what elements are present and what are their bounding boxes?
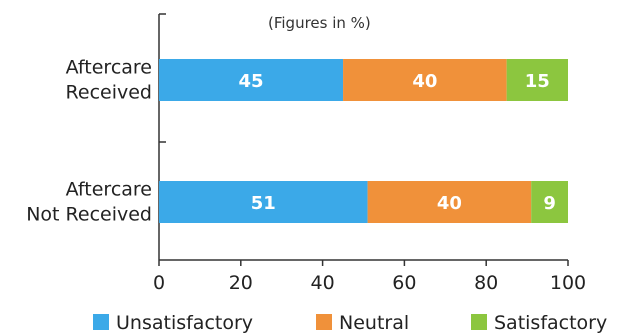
legend: Unsatisfactory Neutral Satisfactory — [93, 312, 607, 334]
bar-segment — [367, 181, 532, 223]
bar-value-label: 40 — [437, 193, 462, 214]
bar-value-label: 9 — [543, 193, 556, 214]
x-tick-label: 80 — [474, 272, 498, 294]
legend-swatch — [93, 314, 109, 330]
x-tick-label: 40 — [311, 272, 335, 294]
bar-value-label: 15 — [525, 71, 550, 92]
bar-segment — [531, 181, 568, 223]
x-tick-label: 60 — [392, 272, 416, 294]
bar-segment — [506, 59, 568, 101]
x-tick-label: 100 — [550, 272, 586, 294]
bar-segment — [159, 181, 368, 223]
x-axis: 0 20 40 60 80 100 — [153, 259, 586, 294]
bar-segment — [343, 59, 507, 101]
bars: 45 40 15 51 40 9 — [159, 59, 568, 223]
x-tick-label: 0 — [153, 272, 165, 294]
x-tick-label: 20 — [229, 272, 253, 294]
figures-note: (Figures in %) — [268, 14, 371, 32]
category-label: Aftercare — [66, 179, 152, 201]
legend-label: Satisfactory — [494, 312, 607, 334]
legend-label: Unsatisfactory — [116, 312, 253, 334]
category-label: Received — [66, 82, 152, 104]
bar-value-label: 51 — [251, 193, 276, 214]
legend-swatch — [471, 314, 487, 330]
legend-swatch — [316, 314, 332, 330]
legend-label: Neutral — [339, 312, 409, 334]
bar-segment — [159, 59, 344, 101]
category-label: Not Received — [26, 204, 152, 226]
bar-value-label: 45 — [238, 71, 263, 92]
category-label: Aftercare — [66, 57, 152, 79]
category-labels: Aftercare Received Aftercare Not Received — [26, 57, 152, 226]
bar-value-label: 40 — [412, 71, 437, 92]
